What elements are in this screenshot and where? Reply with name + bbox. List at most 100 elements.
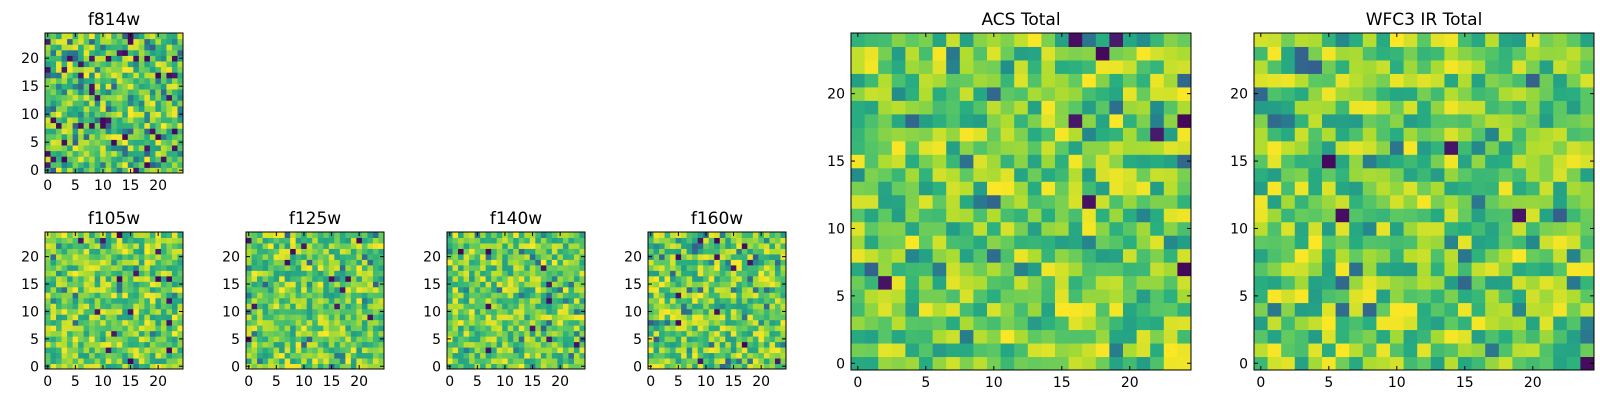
heatmap-cell <box>367 319 374 326</box>
heatmap-cell <box>1430 127 1445 142</box>
heatmap-cell <box>891 46 906 61</box>
heatmap-cell <box>502 358 509 365</box>
heatmap-cell <box>463 253 470 260</box>
x-tick-label: 5 <box>473 374 482 390</box>
heatmap-cell <box>262 242 269 249</box>
heatmap-cell <box>262 341 269 348</box>
heatmap-cell <box>1322 113 1337 128</box>
heatmap-cell <box>648 286 655 293</box>
heatmap-cell <box>535 253 542 260</box>
heatmap-cell <box>1580 59 1595 74</box>
heatmap-cell <box>568 352 575 359</box>
heatmap-cell <box>1055 59 1070 74</box>
heatmap-cell <box>133 341 140 348</box>
heatmap-cell <box>67 259 74 266</box>
heatmap-cell <box>973 329 988 344</box>
heatmap-cell <box>851 356 866 371</box>
heatmap-cell <box>946 289 961 304</box>
heatmap-cell <box>122 325 129 332</box>
heatmap-cell <box>127 275 134 282</box>
heatmap-cell <box>1068 181 1083 196</box>
heatmap-cell <box>144 44 151 51</box>
heatmap-cell <box>664 259 671 266</box>
heatmap-cell <box>116 44 123 51</box>
heatmap-cell <box>83 341 90 348</box>
heatmap-cell <box>1403 73 1418 88</box>
heatmap-cell <box>279 325 286 332</box>
heatmap-cell <box>1027 356 1042 371</box>
heatmap-cell <box>339 242 346 249</box>
heatmap-cell <box>1095 208 1110 223</box>
heatmap-cell <box>273 237 280 244</box>
heatmap-cell <box>664 286 671 293</box>
heatmap-cell <box>864 73 879 88</box>
heatmap-cell <box>378 248 385 255</box>
heatmap-cell <box>664 237 671 244</box>
heatmap-cell <box>529 319 536 326</box>
heatmap-cell <box>1095 154 1110 169</box>
heatmap-cell <box>513 259 520 266</box>
heatmap-cell <box>1403 46 1418 61</box>
heatmap-cell <box>345 308 352 315</box>
heatmap-cell <box>78 66 85 73</box>
heatmap-cell <box>513 275 520 282</box>
heatmap-cell <box>262 270 269 277</box>
heatmap-cell <box>469 253 476 260</box>
heatmap-cell <box>160 297 167 304</box>
heatmap-cell <box>573 232 580 238</box>
heatmap-cell <box>1553 235 1568 250</box>
heatmap-cell <box>1267 100 1282 115</box>
heatmap-cell <box>681 303 688 310</box>
heatmap-cell <box>61 319 68 326</box>
heatmap-cell <box>1136 73 1151 88</box>
heatmap-cell <box>67 275 74 282</box>
heatmap-cell <box>697 347 704 354</box>
heatmap-cell <box>463 259 470 266</box>
heatmap-cell <box>496 358 503 365</box>
heatmap-cell <box>268 358 275 365</box>
heatmap-cell <box>1444 73 1459 88</box>
heatmap-cell <box>659 275 666 282</box>
heatmap-cell <box>94 111 101 118</box>
heatmap-cell <box>160 330 167 337</box>
heatmap-cell <box>1458 127 1473 142</box>
heatmap-cell <box>714 325 721 332</box>
heatmap-cell <box>1458 46 1473 61</box>
heatmap-cell <box>295 270 302 277</box>
heatmap-cell <box>284 297 291 304</box>
heatmap-cell <box>1512 356 1527 371</box>
heatmap-cell <box>94 347 101 354</box>
heatmap-cell <box>905 100 920 115</box>
heatmap-cell <box>246 259 253 266</box>
heatmap-cell <box>323 303 330 310</box>
heatmap-cell <box>133 38 140 45</box>
heatmap-cell <box>116 341 123 348</box>
heatmap-cells <box>648 232 787 370</box>
heatmap-cells <box>246 232 385 370</box>
heatmap-cell <box>1177 248 1192 263</box>
heatmap-cell <box>1444 343 1459 358</box>
heatmap-cell <box>50 139 57 146</box>
heatmap-cell <box>480 319 487 326</box>
heatmap-cell <box>144 150 151 157</box>
heatmap-cell <box>138 319 145 326</box>
heatmap-cell <box>878 289 893 304</box>
heatmap-cell <box>94 325 101 332</box>
heatmap-cell <box>312 270 319 277</box>
heatmap-cell <box>780 352 787 359</box>
heatmap-cell <box>138 55 145 62</box>
heatmap-cell <box>1553 302 1568 317</box>
heatmap-cell <box>50 49 57 56</box>
heatmap-cell <box>474 242 481 249</box>
heatmap-cell <box>50 117 57 124</box>
heatmap-cell <box>763 248 770 255</box>
heatmap-cell <box>1055 275 1070 290</box>
heatmap-cell <box>251 303 258 310</box>
heatmap-cell <box>905 59 920 74</box>
heatmap-cell <box>1485 248 1500 263</box>
heatmap-cell <box>1082 86 1097 101</box>
heatmap-cell <box>568 341 575 348</box>
heatmap-cell <box>653 281 660 288</box>
heatmap-cell <box>50 105 57 112</box>
heatmap-cell <box>100 38 107 45</box>
